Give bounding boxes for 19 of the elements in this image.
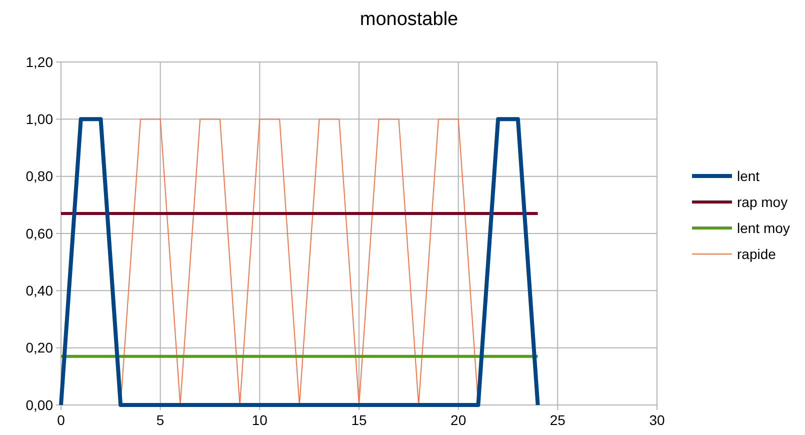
- x-tick-label: 15: [351, 412, 367, 428]
- x-tick-label: 5: [156, 412, 164, 428]
- x-tick-label: 0: [57, 412, 66, 428]
- y-tick-label: 0,80: [26, 168, 54, 184]
- x-tick-label: 30: [649, 412, 665, 428]
- legend-label: rap moy: [737, 194, 788, 210]
- x-tick-label: 25: [550, 412, 566, 428]
- y-tick-label: 0,20: [26, 340, 54, 356]
- legend-label: rapide: [737, 246, 776, 262]
- y-tick-label: 1,00: [26, 111, 54, 128]
- y-tick-label: 0,60: [26, 225, 54, 242]
- chart-title: monostable: [360, 9, 458, 30]
- y-tick-label: 0,00: [26, 396, 54, 413]
- x-tick-label: 10: [252, 412, 268, 428]
- legend-label: lent moy: [737, 220, 790, 236]
- x-tick-label: 20: [450, 412, 466, 428]
- legend-label: lent: [737, 168, 760, 184]
- y-tick-label: 0,40: [26, 282, 54, 299]
- y-tick-label: 1,20: [26, 54, 54, 70]
